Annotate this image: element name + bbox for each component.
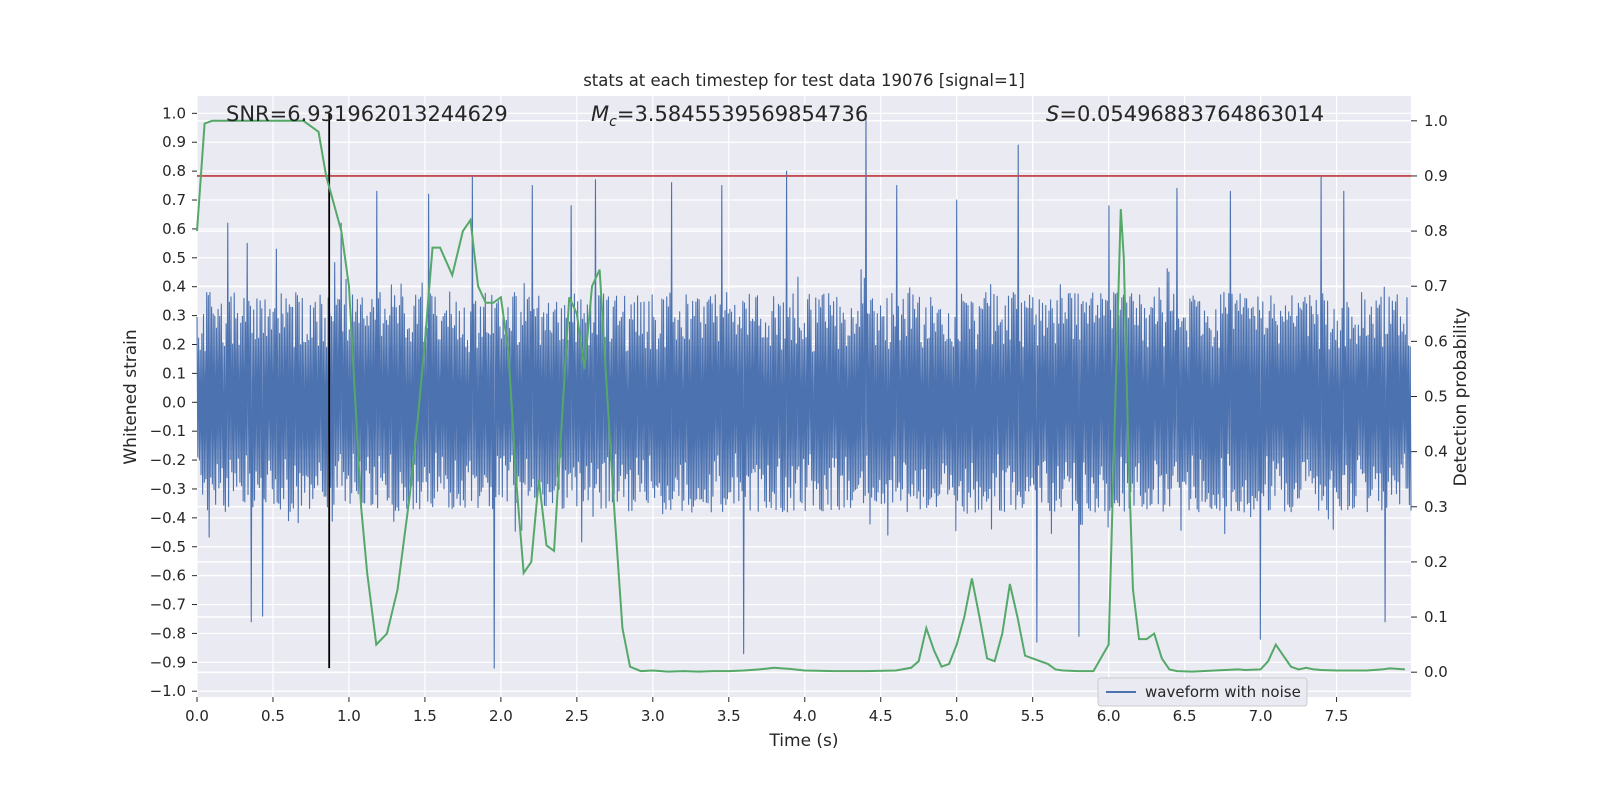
y2-tick-label: 0.7 (1424, 277, 1448, 295)
chart-title: stats at each timestep for test data 190… (583, 71, 1025, 90)
y2-axis-label: Detection probability (1451, 308, 1471, 487)
series-detection-probability (196, 119, 1405, 673)
series-waveform-with-noise (196, 112, 1412, 669)
y-tick-label: 0.3 (162, 307, 186, 325)
y-tick-label: −0.5 (150, 538, 186, 556)
snr-label: SNR (226, 102, 270, 126)
legend-box (1097, 677, 1308, 707)
s-symbol: S (1046, 102, 1059, 126)
y-tick-label: −0.1 (150, 422, 186, 440)
x-tick-label: 5.5 (1021, 707, 1045, 725)
y-tick-label: −0.8 (150, 624, 186, 642)
x-tick-label: 0.5 (261, 707, 285, 725)
x-tick-labels: 0.0 0.5 1.0 1.5 2.0 2.5 3.0 3.5 4.0 4.5 5.0 5.5 6.0 6… (185, 697, 1348, 725)
x-axis-label: Time (s) (768, 731, 838, 751)
y2-tick-label: 0.0 (1424, 663, 1448, 681)
x-tick-label: 4.5 (869, 707, 893, 725)
x-tick-label: 0.0 (185, 707, 209, 725)
y-tick-label: 0.4 (162, 278, 186, 296)
y-tick-label: 0.2 (162, 335, 186, 353)
x-tick-label: 3.0 (641, 707, 665, 725)
y-tick-label: 0.6 (162, 220, 186, 238)
y2-tick-label: 0.3 (1424, 498, 1448, 516)
y-tick-label: 0.7 (162, 191, 186, 209)
y-tick-label: −0.3 (150, 480, 186, 498)
y-tick-label: −0.4 (150, 509, 186, 527)
snr-annotation: SNR=6.931962013244629 (226, 102, 508, 126)
y2-tick-label: 0.6 (1424, 332, 1448, 350)
y-tick-label: 0.0 (162, 393, 186, 411)
mc-symbol: M (591, 102, 609, 126)
y2-tick-label: 0.1 (1424, 608, 1448, 626)
y2-tick-label: 0.9 (1424, 167, 1448, 185)
s-annotation: S=0.05496883764863014 (1046, 102, 1324, 126)
x-tick-label: 4.0 (793, 707, 817, 725)
y2-tick-label: 0.8 (1424, 222, 1448, 240)
y-tick-label: −0.7 (150, 596, 186, 614)
s-value: 0.05496883764863014 (1077, 102, 1324, 126)
x-tick-label: 5.0 (945, 707, 969, 725)
waveform-trace (196, 112, 1412, 669)
x-tick-label: 1.0 (337, 707, 361, 725)
y-axis-label: Whitened strain (121, 329, 141, 464)
y-tick-labels: −1.0 −0.9 −0.8 −0.7 −0.6 −0.5 −0.4 −0.3 −0.2 −0.1… (150, 104, 197, 700)
y-tick-label: −0.6 (150, 567, 186, 585)
mc-subscript: c (609, 114, 617, 130)
y-tick-label: 0.5 (162, 249, 186, 267)
x-tick-label: 3.5 (717, 707, 741, 725)
x-tick-label: 7.5 (1325, 707, 1349, 725)
y-tick-label: 1.0 (162, 104, 186, 122)
x-tick-label: 6.5 (1173, 707, 1197, 725)
y2-tick-labels: 0.0 0.1 0.2 0.3 0.4 0.5 0.6 0.7 0.8 0.9 1.0 (1411, 112, 1448, 681)
mc-annotation: Mc=3.5845539569854736 (591, 102, 868, 130)
y2-tick-label: 0.5 (1424, 388, 1448, 406)
y2-tick-label: 0.4 (1424, 443, 1448, 461)
legend-label: waveform with noise (1145, 683, 1301, 701)
y2-tick-label: 0.2 (1424, 553, 1448, 571)
x-tick-label: 7.0 (1249, 707, 1273, 725)
y-tick-label: −1.0 (150, 682, 186, 700)
x-tick-label: 2.0 (489, 707, 513, 725)
x-tick-label: 1.5 (413, 707, 437, 725)
snr-value: 6.931962013244629 (287, 102, 507, 126)
y-tick-label: −0.9 (150, 653, 186, 671)
x-tick-label: 2.5 (565, 707, 589, 725)
x-tick-label: 6.0 (1097, 707, 1121, 725)
mc-value: 3.5845539569854736 (634, 102, 868, 126)
y-tick-label: 0.8 (162, 162, 186, 180)
legend: waveform with noise (1097, 677, 1308, 707)
y-tick-label: −0.2 (150, 451, 186, 469)
y-tick-label: 0.9 (162, 133, 186, 151)
y-tick-label: 0.1 (162, 364, 186, 382)
y2-tick-label: 1.0 (1424, 112, 1448, 130)
